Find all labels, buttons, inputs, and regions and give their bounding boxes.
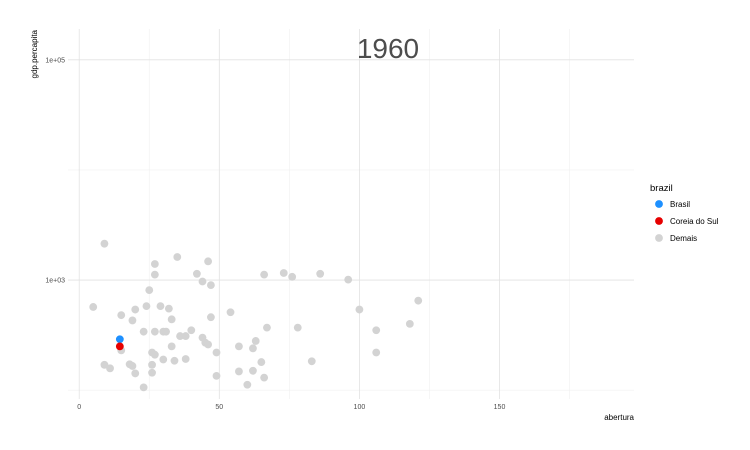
point-demais (167, 342, 176, 351)
chart-title: 1960 (357, 33, 419, 64)
point-demais (344, 275, 353, 284)
point-demais (207, 281, 215, 290)
point-demais (164, 304, 173, 313)
x-axis-ticks: 0 50 100 150 (77, 404, 505, 411)
point-demais (235, 342, 243, 351)
point-demais (145, 286, 154, 295)
x-tick-label: 0 (77, 404, 81, 411)
legend-key (655, 234, 663, 242)
point-demais (128, 316, 137, 325)
point-demais (307, 357, 316, 366)
y-axis-ticks: 1e+03 1e+05 (45, 57, 65, 284)
x-tick-label: 150 (494, 404, 506, 411)
point-demais (251, 337, 260, 345)
point-demais (170, 356, 179, 365)
point-demais (131, 369, 140, 378)
point-brasil (115, 335, 124, 344)
point-demais (355, 305, 364, 314)
y-tick-label: 1e+05 (45, 57, 65, 64)
minor-gridlines (68, 29, 634, 399)
data-points (89, 239, 423, 392)
point-demais (257, 358, 266, 366)
point-demais (150, 270, 159, 279)
point-demais (150, 260, 159, 268)
point-demais (100, 239, 109, 248)
point-demais (156, 302, 165, 311)
point-demais (405, 319, 414, 328)
legend-label: Coreia do Sul (670, 217, 719, 226)
legend-label: Brasil (670, 200, 690, 209)
point-demais (89, 303, 98, 311)
point-demais (192, 269, 201, 278)
point-coreia-do-sul (115, 342, 124, 351)
x-axis-label: abertura (604, 413, 634, 422)
point-demais (128, 362, 137, 370)
point-demais (249, 344, 257, 353)
legend-key (655, 200, 663, 208)
legend-title: brazil (650, 183, 673, 194)
point-demais (100, 360, 109, 369)
y-axis-label: gdp.percapita (30, 29, 39, 78)
y-tick-label: 1e+03 (45, 278, 65, 285)
point-demais (212, 348, 221, 357)
point-demais (139, 383, 148, 392)
point-demais (181, 332, 190, 340)
point-demais (207, 313, 215, 322)
point-demais (372, 348, 381, 357)
point-demais (212, 371, 221, 380)
point-demais (260, 270, 269, 279)
point-demais (159, 355, 168, 364)
point-demais (106, 364, 114, 373)
point-demais (150, 350, 159, 359)
point-demais (243, 380, 252, 389)
x-tick-label: 100 (354, 404, 366, 411)
point-demais (260, 373, 269, 382)
legend-label: Demais (670, 234, 697, 243)
point-demais (150, 327, 159, 336)
point-demais (414, 296, 423, 305)
point-demais (263, 323, 271, 332)
point-demais (176, 332, 184, 340)
point-demais (293, 323, 302, 332)
legend: brazil Brasil Coreia do Sul Demais (650, 183, 719, 243)
legend-key (655, 217, 663, 225)
point-demais (372, 326, 381, 335)
point-demais (204, 257, 212, 266)
point-demais (235, 367, 243, 376)
point-demais (167, 315, 176, 324)
point-demais (162, 327, 170, 336)
point-demais (226, 308, 235, 317)
point-demais (142, 302, 151, 311)
point-demais (288, 272, 297, 281)
point-demais (316, 269, 325, 278)
major-gridlines (68, 29, 634, 399)
point-demais (131, 305, 140, 314)
point-demais (117, 311, 126, 320)
point-demais (204, 340, 212, 349)
point-demais (187, 326, 196, 335)
point-demais (279, 269, 288, 277)
point-demais (249, 366, 257, 375)
point-demais (173, 253, 182, 261)
x-tick-label: 50 (215, 404, 223, 411)
point-demais (181, 355, 190, 363)
point-demais (148, 360, 156, 369)
point-demais (139, 327, 148, 336)
point-demais (198, 277, 207, 286)
point-demais (148, 368, 156, 377)
